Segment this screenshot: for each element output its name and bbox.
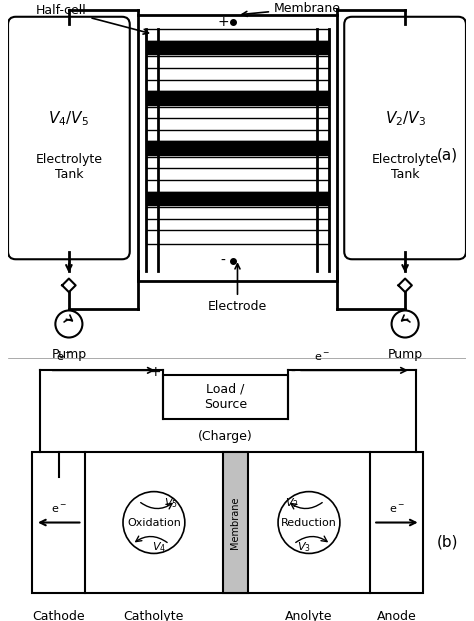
Circle shape <box>55 310 82 338</box>
Text: e$^-$: e$^-$ <box>56 351 72 363</box>
Bar <box>146 91 329 105</box>
Text: Reduction: Reduction <box>281 517 337 527</box>
Text: Oxidation: Oxidation <box>127 517 181 527</box>
Bar <box>146 180 329 192</box>
Text: e$^-$: e$^-$ <box>314 351 330 363</box>
Bar <box>138 15 337 281</box>
Text: e$^-$: e$^-$ <box>51 504 67 515</box>
Circle shape <box>123 492 185 553</box>
Text: +: + <box>217 15 229 29</box>
Text: $V_4/V_5$: $V_4/V_5$ <box>48 109 90 128</box>
Bar <box>146 79 329 91</box>
FancyBboxPatch shape <box>344 17 466 259</box>
Text: Membrane: Membrane <box>230 496 240 549</box>
Text: $V_3$: $V_3$ <box>297 540 311 553</box>
Bar <box>146 142 329 155</box>
Text: Cathode: Cathode <box>32 610 85 621</box>
Bar <box>146 207 329 219</box>
Text: Load /
Source: Load / Source <box>204 383 247 411</box>
Text: Anolyte: Anolyte <box>285 610 333 621</box>
Text: -: - <box>291 365 295 379</box>
Text: $V_5$: $V_5$ <box>164 496 178 510</box>
Text: Membrane: Membrane <box>242 2 341 16</box>
Bar <box>163 375 288 419</box>
FancyBboxPatch shape <box>8 17 130 259</box>
Text: Electrode: Electrode <box>208 264 267 313</box>
Text: e$^-$: e$^-$ <box>389 504 405 515</box>
Text: +: + <box>149 365 161 379</box>
Circle shape <box>392 310 419 338</box>
Text: -: - <box>220 254 226 268</box>
Text: (Charge): (Charge) <box>198 430 253 443</box>
Circle shape <box>278 492 340 553</box>
Bar <box>146 157 329 168</box>
Text: Pump: Pump <box>51 348 86 361</box>
Text: $V_4$: $V_4$ <box>152 540 166 553</box>
Text: (a): (a) <box>437 147 458 163</box>
Text: $V_2/V_3$: $V_2/V_3$ <box>384 109 426 128</box>
Bar <box>222 453 247 592</box>
Text: Half-cell: Half-cell <box>36 4 148 34</box>
Bar <box>146 57 329 68</box>
Bar <box>146 29 329 41</box>
Bar <box>146 107 329 118</box>
Text: Electrolyte
Tank: Electrolyte Tank <box>372 153 438 181</box>
Text: (b): (b) <box>437 534 458 550</box>
Bar <box>146 130 329 142</box>
Bar <box>146 41 329 55</box>
Text: Electrolyte
Tank: Electrolyte Tank <box>36 153 102 181</box>
Text: Catholyte: Catholyte <box>124 610 184 621</box>
Bar <box>146 192 329 205</box>
Text: Pump: Pump <box>388 348 423 361</box>
Bar <box>146 230 329 244</box>
Bar <box>32 453 423 592</box>
Text: $V_2$: $V_2$ <box>285 496 299 510</box>
Text: Anode: Anode <box>377 610 417 621</box>
